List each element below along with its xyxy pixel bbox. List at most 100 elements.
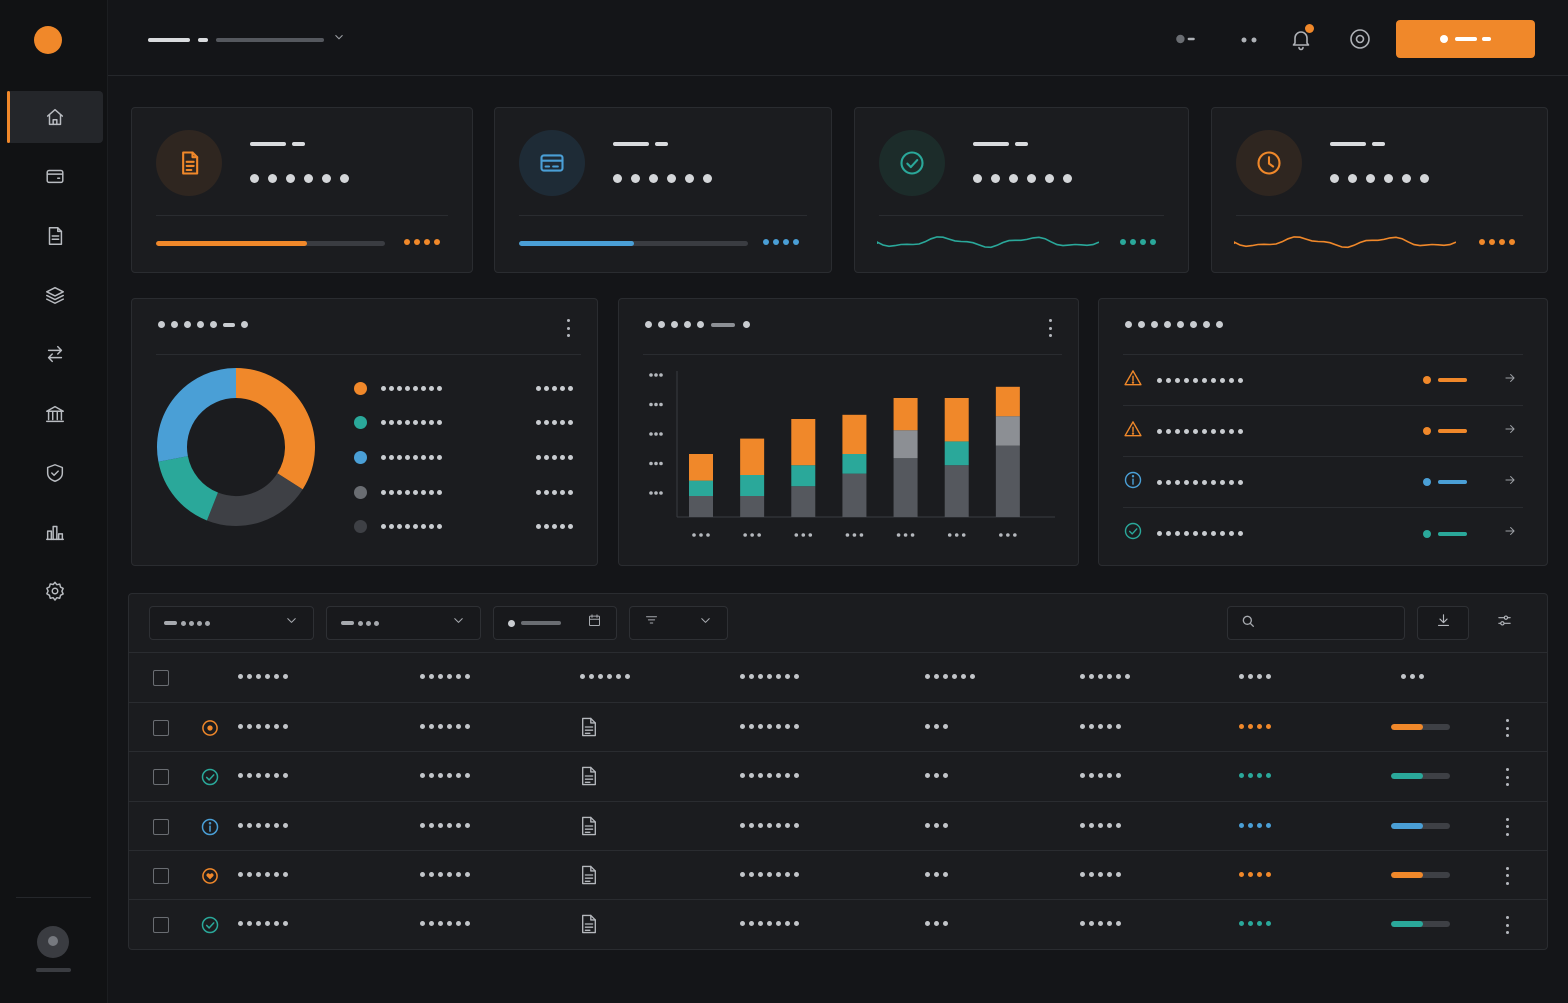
- table-row[interactable]: [129, 702, 1547, 751]
- bar-segment[interactable]: [944, 441, 969, 466]
- sidebar-item-transfer[interactable]: [7, 328, 103, 380]
- column-header[interactable]: [1401, 674, 1428, 679]
- arrow-right-icon[interactable]: [1503, 422, 1517, 441]
- row-menu-icon[interactable]: [1502, 768, 1512, 787]
- breadcrumb[interactable]: [148, 30, 346, 49]
- row-checkbox[interactable]: [153, 818, 169, 835]
- bar-segment[interactable]: [842, 454, 867, 474]
- primary-action-button[interactable]: [1396, 20, 1535, 58]
- x-tick-label: [859, 533, 864, 537]
- bell-icon[interactable]: [1286, 22, 1316, 56]
- layers-icon: [44, 284, 66, 306]
- panel-menu-icon[interactable]: [1045, 319, 1055, 337]
- search-field[interactable]: [1227, 606, 1405, 640]
- stat-card-3[interactable]: [854, 107, 1189, 273]
- legend-value: [536, 385, 576, 391]
- panel-menu-icon[interactable]: [563, 319, 573, 337]
- column-header[interactable]: [925, 674, 979, 679]
- sidebar-item-shield[interactable]: [7, 447, 103, 499]
- row-menu-icon[interactable]: [1502, 916, 1512, 935]
- select-all-checkbox[interactable]: [153, 670, 169, 686]
- more-dots-icon[interactable]: [1234, 22, 1264, 56]
- arrow-right-icon[interactable]: [1503, 524, 1517, 543]
- bar-segment[interactable]: [740, 438, 765, 475]
- avatar[interactable]: [37, 926, 69, 958]
- row-checkbox[interactable]: [153, 917, 169, 934]
- sidebar-item-document[interactable]: [7, 210, 103, 262]
- bar-segment[interactable]: [995, 416, 1020, 446]
- bar-segment[interactable]: [944, 398, 969, 442]
- bar-segment[interactable]: [689, 480, 713, 496]
- stat-card-2[interactable]: [494, 107, 832, 273]
- bar-segment[interactable]: [893, 430, 918, 459]
- donut-slice[interactable]: [158, 455, 219, 521]
- bar-segment[interactable]: [791, 486, 816, 517]
- alert-item[interactable]: [1123, 457, 1523, 508]
- row-menu-icon[interactable]: [1502, 719, 1512, 737]
- bar-segment[interactable]: [893, 398, 918, 431]
- arrow-right-icon[interactable]: [1503, 371, 1517, 390]
- filter-dropdown-1[interactable]: [149, 606, 314, 640]
- sidebar-item-bank[interactable]: [7, 388, 103, 440]
- alert-item[interactable]: [1123, 355, 1523, 406]
- bar-segment[interactable]: [740, 475, 765, 496]
- alert-item[interactable]: [1123, 406, 1523, 457]
- document-icon[interactable]: [580, 816, 598, 841]
- document-icon[interactable]: [580, 865, 598, 890]
- column-header[interactable]: [740, 674, 803, 679]
- bar-segment[interactable]: [842, 414, 867, 454]
- table-row[interactable]: [129, 899, 1547, 948]
- sidebar-item-home[interactable]: [7, 91, 103, 143]
- bar-segment[interactable]: [893, 458, 918, 517]
- status-toggle-icon[interactable]: [1166, 22, 1208, 56]
- row-checkbox[interactable]: [153, 867, 169, 884]
- table-row[interactable]: [129, 849, 1547, 899]
- document-icon[interactable]: [580, 717, 598, 742]
- bar-segment[interactable]: [791, 465, 816, 487]
- stat-card-1[interactable]: [131, 107, 473, 273]
- settings-ring-icon[interactable]: [1345, 22, 1375, 56]
- row-menu-icon[interactable]: [1502, 866, 1512, 885]
- legend-swatch: [354, 485, 367, 499]
- donut-slice[interactable]: [206, 472, 303, 526]
- sidebar-item-bar-chart[interactable]: [7, 506, 103, 558]
- filter-menu-dropdown[interactable]: [629, 606, 728, 640]
- document-icon[interactable]: [580, 766, 598, 791]
- table-row[interactable]: [129, 800, 1547, 850]
- donut-slice[interactable]: [235, 368, 315, 490]
- alert-item[interactable]: [1123, 508, 1523, 559]
- column-header[interactable]: [1080, 674, 1134, 679]
- bar-segment[interactable]: [689, 496, 713, 517]
- status-indicator: [1239, 822, 1275, 828]
- bar-segment[interactable]: [842, 473, 867, 517]
- bar-segment[interactable]: [740, 496, 765, 517]
- column-header[interactable]: [238, 674, 292, 679]
- arrow-right-icon[interactable]: [1503, 473, 1517, 492]
- column-settings-button[interactable]: [1478, 606, 1530, 640]
- row-checkbox[interactable]: [153, 720, 169, 736]
- row-menu-icon[interactable]: [1502, 817, 1512, 836]
- donut-slice[interactable]: [157, 368, 237, 462]
- download-button[interactable]: [1417, 606, 1469, 640]
- document-icon[interactable]: [580, 914, 598, 939]
- sidebar-item-gear[interactable]: [7, 565, 103, 617]
- column-header[interactable]: [1239, 674, 1275, 679]
- row-checkbox[interactable]: [153, 769, 169, 786]
- bar-segment[interactable]: [995, 445, 1020, 517]
- sidebar-item-layers[interactable]: [7, 269, 103, 321]
- legend-item: [354, 380, 576, 396]
- column-header[interactable]: [420, 674, 474, 679]
- column-header[interactable]: [580, 674, 634, 679]
- search-input[interactable]: [1264, 615, 1394, 631]
- chevron-down-icon[interactable]: [332, 30, 346, 49]
- filter-dropdown-2[interactable]: [326, 606, 481, 640]
- bar-segment[interactable]: [944, 465, 969, 517]
- table-row[interactable]: [129, 751, 1547, 800]
- bar-segment[interactable]: [689, 454, 713, 481]
- date-range-picker[interactable]: [493, 606, 617, 640]
- bar-segment[interactable]: [791, 419, 816, 466]
- logo[interactable]: [34, 26, 62, 54]
- stat-card-4[interactable]: [1211, 107, 1548, 273]
- bar-segment[interactable]: [995, 386, 1020, 417]
- sidebar-item-wallet[interactable]: [7, 150, 103, 202]
